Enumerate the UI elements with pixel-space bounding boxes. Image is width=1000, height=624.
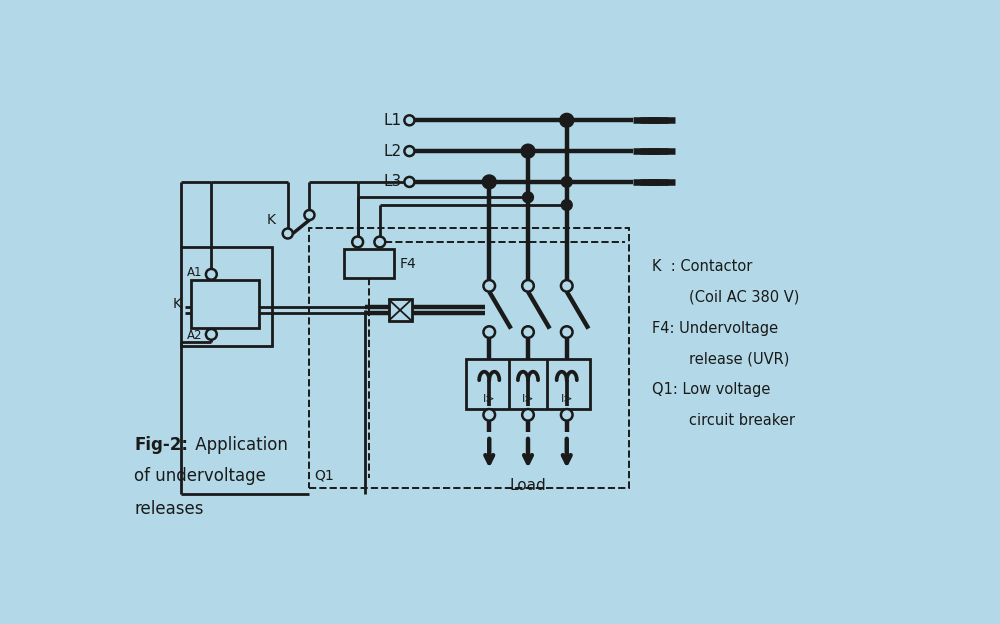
Circle shape — [304, 210, 314, 220]
Bar — [309, 228, 629, 487]
Bar — [466, 359, 590, 409]
Circle shape — [482, 175, 496, 189]
Text: K  : Contactor: K : Contactor — [652, 259, 752, 274]
Circle shape — [561, 409, 573, 421]
Circle shape — [522, 326, 534, 338]
Circle shape — [561, 200, 572, 210]
Text: I>: I> — [522, 394, 534, 404]
Text: L2: L2 — [384, 144, 402, 158]
Circle shape — [404, 146, 414, 156]
Text: of undervoltage: of undervoltage — [134, 467, 266, 485]
Circle shape — [523, 192, 533, 203]
Text: circuit breaker: circuit breaker — [652, 413, 795, 428]
Circle shape — [561, 326, 573, 338]
Circle shape — [374, 236, 385, 247]
Text: F4: Undervoltage: F4: Undervoltage — [652, 321, 778, 336]
Circle shape — [483, 326, 495, 338]
Text: Load: Load — [510, 479, 546, 494]
Circle shape — [561, 177, 572, 187]
Circle shape — [483, 280, 495, 291]
Text: Fig-2:: Fig-2: — [134, 436, 188, 454]
Circle shape — [561, 280, 573, 291]
Bar — [344, 249, 394, 278]
Circle shape — [404, 177, 414, 187]
Text: L1: L1 — [384, 113, 402, 128]
Circle shape — [206, 329, 217, 339]
Text: release (UVR): release (UVR) — [652, 351, 789, 366]
Text: K: K — [266, 213, 275, 227]
Circle shape — [522, 409, 534, 421]
Text: A1: A1 — [187, 266, 202, 280]
Circle shape — [522, 280, 534, 291]
Text: I>: I> — [560, 394, 573, 404]
Circle shape — [206, 269, 217, 280]
Circle shape — [521, 144, 535, 158]
Text: Application: Application — [190, 436, 288, 454]
Text: L3: L3 — [383, 175, 402, 190]
Bar — [181, 247, 272, 346]
Circle shape — [404, 115, 414, 125]
Text: releases: releases — [134, 500, 204, 518]
Text: I>: I> — [483, 394, 496, 404]
Circle shape — [560, 114, 574, 127]
Circle shape — [283, 228, 293, 238]
Circle shape — [352, 236, 363, 247]
Text: F4: F4 — [399, 256, 416, 271]
Text: U<: U< — [355, 257, 375, 270]
Text: A2: A2 — [187, 329, 202, 343]
Bar — [191, 280, 259, 328]
Text: (Coil AC 380 V): (Coil AC 380 V) — [652, 290, 799, 305]
Text: Q1: Low voltage: Q1: Low voltage — [652, 382, 770, 397]
Text: Q1: Q1 — [314, 469, 334, 483]
Bar — [388, 300, 412, 321]
Circle shape — [483, 409, 495, 421]
Text: K: K — [173, 298, 182, 311]
